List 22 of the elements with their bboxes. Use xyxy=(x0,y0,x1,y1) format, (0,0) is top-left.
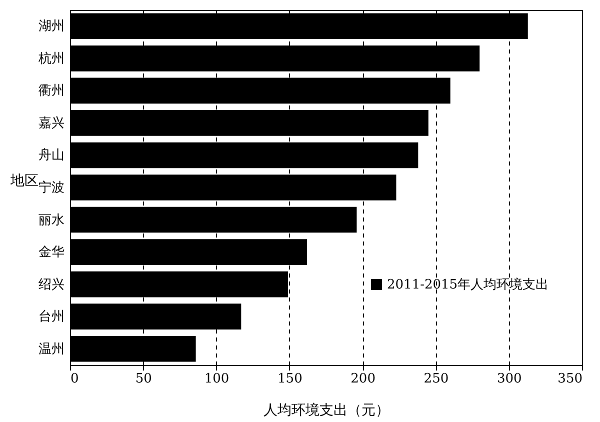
x-axis-title: 人均环境支出（元） xyxy=(264,402,390,418)
y-tick-label: 丽水 xyxy=(38,212,64,228)
x-tick-label: 350 xyxy=(558,372,582,386)
x-tick-label: 250 xyxy=(424,372,449,386)
x-tick-label: 100 xyxy=(204,372,230,386)
x-tick-label: 0 xyxy=(70,372,79,386)
y-tick-label: 杭州 xyxy=(38,51,64,66)
x-tick-label: 50 xyxy=(135,372,152,386)
y-tick-label: 舟山 xyxy=(38,148,64,164)
legend-label: 2011-2015年人均环境支出 xyxy=(387,276,549,292)
y-tick-label: 台州 xyxy=(38,310,64,325)
y-tick-label: 嘉兴 xyxy=(38,116,64,131)
y-tick-label: 绍兴 xyxy=(38,277,64,292)
x-tick-label: 300 xyxy=(496,372,522,386)
x-tick-label: 200 xyxy=(350,372,376,386)
y-tick-label: 温州 xyxy=(38,342,64,357)
y-tick-label: 湖州 xyxy=(38,19,64,34)
y-tick-label: 衢州 xyxy=(38,84,64,99)
y-tick-label: 宁波 xyxy=(38,180,64,196)
y-tick-label: 金华 xyxy=(38,245,64,260)
x-tick-label: 150 xyxy=(278,372,302,386)
y-axis-title: 地区 xyxy=(10,173,38,189)
